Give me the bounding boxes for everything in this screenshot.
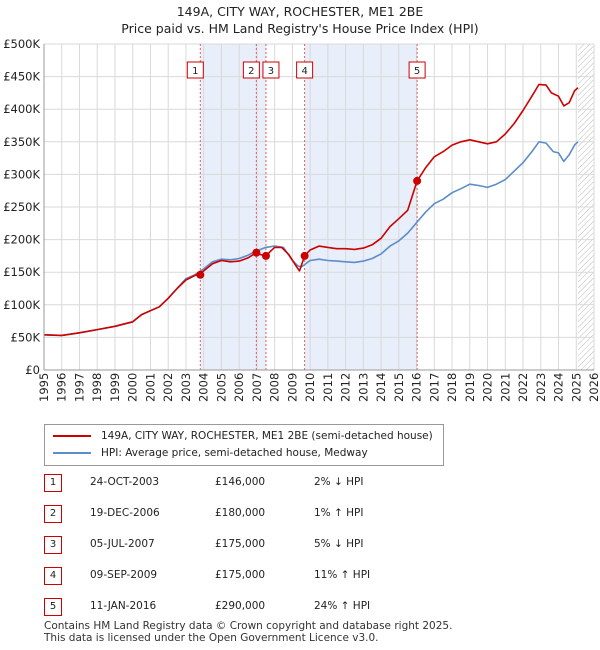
x-tick-label: 2007 (250, 373, 264, 402)
sale-date: 24-OCT-2003 (90, 476, 159, 488)
sale-label-box (408, 61, 426, 79)
x-tick-label: 1996 (55, 373, 69, 402)
sale-label-box (242, 61, 260, 79)
x-tick-label: 2024 (552, 373, 566, 402)
x-tick-label: 2006 (232, 373, 246, 402)
x-tick-label: 2013 (356, 373, 370, 402)
x-tick-label: 2019 (463, 373, 477, 402)
legend-swatch-property (53, 435, 91, 437)
y-tick-label: £50K (11, 330, 41, 344)
x-tick-label: 2016 (410, 373, 424, 402)
sale-number-badge: 1 (44, 474, 62, 492)
sale-price: £180,000 (215, 507, 266, 519)
chart-subtitle: Price paid vs. HM Land Registry's House … (121, 21, 479, 36)
y-tick-label: £250K (3, 200, 40, 214)
x-tick-label: 2023 (534, 373, 548, 402)
x-tick-label: 2018 (445, 373, 459, 402)
sale-point (413, 176, 422, 185)
sale-date: 09-SEP-2009 (90, 569, 158, 581)
x-tick-label: 2022 (516, 373, 530, 402)
x-tick-label: 2001 (143, 373, 157, 402)
sale-hpi-diff: 11% ↑ HPI (314, 569, 371, 581)
sale-number-badge: 3 (44, 536, 62, 554)
legend-label-property: 149A, CITY WAY, ROCHESTER, ME1 2BE (semi… (101, 430, 433, 442)
sale-price: £290,000 (215, 600, 266, 612)
y-tick-label: £0 (25, 363, 40, 377)
sale-label-text: 2 (248, 66, 254, 77)
x-tick-label: 2009 (285, 373, 299, 402)
footer-attribution: Contains HM Land Registry data © Crown c… (44, 620, 452, 644)
sale-label-3: 3 (262, 61, 280, 79)
sale-date: 05-JUL-2007 (90, 538, 155, 550)
x-tick-label: 2020 (481, 373, 495, 402)
x-tick-label: 2010 (303, 373, 317, 402)
chart-title: 149A, CITY WAY, ROCHESTER, ME1 2BE (176, 4, 424, 19)
sale-date: 19-DEC-2006 (90, 507, 160, 519)
sale-point (300, 251, 309, 260)
y-tick-label: £100K (3, 298, 40, 312)
sale-number-badge: 4 (44, 567, 62, 585)
sale-hpi-diff: 24% ↑ HPI (314, 600, 371, 612)
x-tick-label: 2025 (569, 373, 583, 402)
y-tick-label: £500K (3, 37, 40, 51)
x-tick-label: 2015 (392, 373, 406, 402)
sale-label-box (262, 61, 280, 79)
x-tick-label: 2012 (339, 373, 353, 402)
y-tick-label: £350K (3, 135, 40, 149)
x-tick-label: 2004 (197, 373, 211, 402)
legend-label-hpi: HPI: Average price, semi-detached house,… (101, 447, 368, 459)
sale-label-2: 2 (242, 61, 260, 79)
sale-label-text: 4 (301, 66, 307, 77)
x-tick-label: 2014 (374, 373, 388, 402)
sale-date: 11-JAN-2016 (90, 600, 157, 612)
sale-label-text: 5 (414, 66, 420, 77)
x-tick-label: 2000 (126, 373, 140, 402)
property-price-line (43, 83, 579, 337)
sale-hpi-diff: 5% ↓ HPI (314, 538, 364, 550)
legend-entry-property: 149A, CITY WAY, ROCHESTER, ME1 2BE (semi… (53, 428, 433, 444)
x-tick-label: 2005 (214, 373, 228, 402)
footer-line-licence: This data is licensed under the Open Gov… (44, 632, 379, 644)
x-tick-label: 1999 (108, 373, 122, 402)
sale-point (196, 270, 205, 279)
x-tick-label: 2002 (161, 373, 175, 402)
x-tick-label: 2017 (427, 373, 441, 402)
sale-point (261, 251, 270, 260)
sale-price: £175,000 (215, 538, 266, 550)
sale-hpi-diff: 2% ↓ HPI (314, 476, 364, 488)
legend-swatch-hpi (53, 452, 91, 454)
legend-entry-hpi: HPI: Average price, semi-detached house,… (53, 445, 368, 461)
sale-label-box (296, 61, 314, 79)
x-tick-label: 2008 (268, 373, 282, 402)
x-tick-label: 2026 (587, 373, 600, 402)
x-tick-label: 1995 (37, 373, 51, 402)
sale-label-text: 1 (192, 66, 198, 77)
y-tick-label: £200K (3, 233, 40, 247)
y-tick-label: £400K (3, 102, 40, 116)
sale-label-5: 5 (408, 61, 426, 79)
chart-legend: 149A, CITY WAY, ROCHESTER, ME1 2BE (semi… (44, 424, 444, 466)
y-tick-label: £450K (3, 70, 40, 84)
sale-number-badge: 5 (44, 598, 62, 616)
sale-label-box (186, 61, 204, 79)
sale-number-badge: 2 (44, 505, 62, 523)
x-tick-label: 1997 (72, 373, 86, 402)
x-tick-label: 2003 (179, 373, 193, 402)
y-tick-label: £300K (3, 167, 40, 181)
x-tick-label: 2021 (498, 373, 512, 402)
y-tick-label: £150K (3, 265, 40, 279)
sale-hpi-diff: 1% ↑ HPI (314, 507, 364, 519)
sale-point (252, 248, 261, 257)
footer-line-copyright: Contains HM Land Registry data © Crown c… (44, 620, 453, 632)
sale-label-4: 4 (296, 61, 314, 79)
price-chart: 1 2 3 4 5 £0 £50K £100K £150K £200K £250K £300K £35… (3, 37, 600, 402)
x-tick-label: 1998 (90, 373, 104, 402)
sale-price: £175,000 (215, 569, 266, 581)
sale-label-1: 1 (186, 61, 204, 79)
sale-label-text: 3 (268, 66, 274, 77)
x-tick-label: 2011 (321, 373, 335, 402)
sale-price: £146,000 (215, 476, 266, 488)
